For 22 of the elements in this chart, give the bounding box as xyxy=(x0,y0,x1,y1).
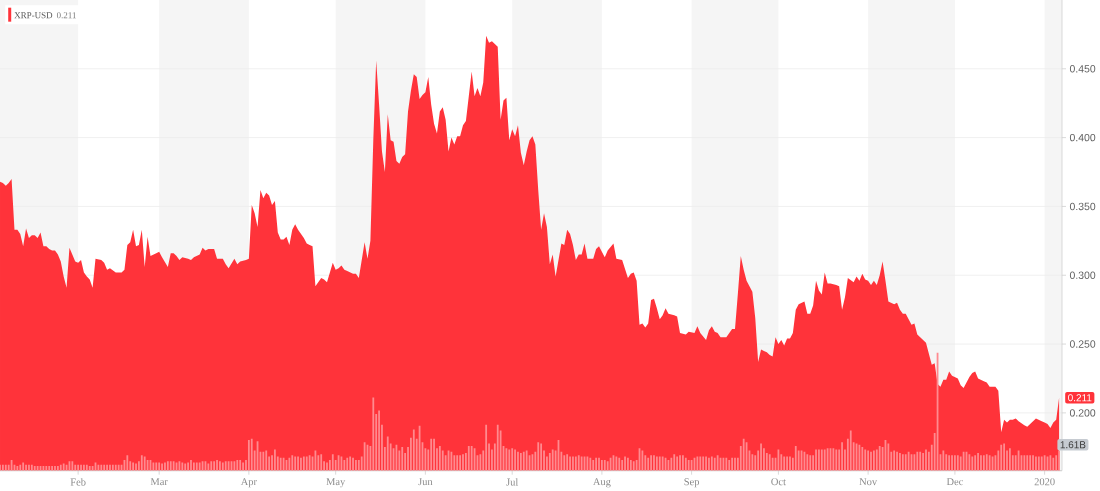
y-tick-label: 0.300 xyxy=(1069,271,1096,279)
y-tick-label: 0.200 xyxy=(1069,409,1096,417)
x-tick-label: Aug xyxy=(592,478,611,488)
y-tick-label: 0.250 xyxy=(1069,340,1096,348)
legend-label: XRP-USD xyxy=(14,12,53,19)
x-tick-label: Nov xyxy=(859,478,878,486)
data-label: 0.211 xyxy=(1068,394,1092,402)
x-tick-label: Oct xyxy=(771,478,786,486)
text: 0.211 xyxy=(56,12,76,19)
annotation: 1.61B xyxy=(1060,441,1086,449)
x-tick-label: Feb xyxy=(70,478,86,486)
x-tick-label: Jun xyxy=(418,478,433,486)
y-tick-label: 0.350 xyxy=(1069,202,1096,211)
x-tick-label: Jul xyxy=(506,478,519,486)
x-tick-label: Apr xyxy=(240,478,257,488)
x-tick-label: Sep xyxy=(684,478,700,488)
x-tick-label: May xyxy=(326,478,346,488)
x-tick-label: Dec xyxy=(946,478,964,486)
y-tick-label: 0.450 xyxy=(1069,65,1096,73)
x-tick-label: 2020 xyxy=(1034,478,1055,486)
x-tick-label: Mar xyxy=(150,478,168,486)
y-tick-label: 0.400 xyxy=(1069,133,1096,142)
